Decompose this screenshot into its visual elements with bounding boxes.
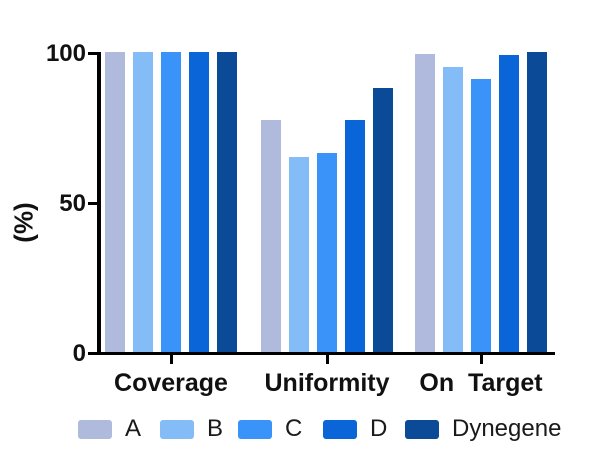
x-tick (326, 355, 329, 364)
x-axis-line (97, 352, 555, 355)
bar-a-uniformity (261, 119, 281, 352)
legend-swatch (405, 419, 439, 439)
y-axis-line (97, 52, 101, 355)
bar-b-coverage (133, 52, 153, 352)
y-tick (88, 352, 97, 355)
legend-label: D (370, 415, 388, 442)
y-tick (88, 202, 97, 205)
y-tick-label: 0 (72, 340, 86, 367)
x-tick (480, 355, 483, 364)
category-label: Coverage (114, 369, 228, 397)
legend-label: B (207, 415, 224, 442)
bar-c-on-target (471, 79, 491, 352)
legend-label: C (285, 415, 303, 442)
bar-dynegene-coverage (217, 52, 237, 352)
legend-swatch (160, 419, 194, 439)
bar-c-uniformity (317, 152, 337, 352)
bar-d-uniformity (345, 119, 365, 352)
legend-swatch (323, 419, 357, 439)
legend-item-d: D (323, 415, 387, 442)
bar-a-on-target (415, 53, 435, 352)
bar-a-coverage (105, 52, 125, 352)
bar-dynegene-on-target (527, 52, 547, 352)
bar-c-coverage (161, 52, 181, 352)
bar-d-on-target (499, 55, 519, 352)
legend-item-b: B (160, 415, 223, 442)
bar-d-coverage (189, 52, 209, 352)
legend-label: A (125, 415, 142, 442)
category-label: On Target (419, 369, 543, 397)
y-tick (88, 52, 97, 55)
legend-label: Dynegene (452, 415, 562, 442)
x-tick (170, 355, 173, 364)
y-axis-title: (%) (8, 202, 39, 243)
bar-dynegene-uniformity (373, 88, 393, 352)
legend-swatch (238, 419, 272, 439)
legend-item-a: A (78, 415, 141, 442)
legend-item-dynegene: Dynegene (405, 415, 561, 442)
legend-swatch (78, 419, 112, 439)
y-tick-label: 50 (59, 190, 86, 217)
bar-b-uniformity (289, 157, 309, 352)
y-tick-label: 100 (45, 40, 86, 67)
category-label: Uniformity (264, 369, 390, 397)
bar-b-on-target (443, 67, 463, 352)
legend-item-c: C (238, 415, 302, 442)
